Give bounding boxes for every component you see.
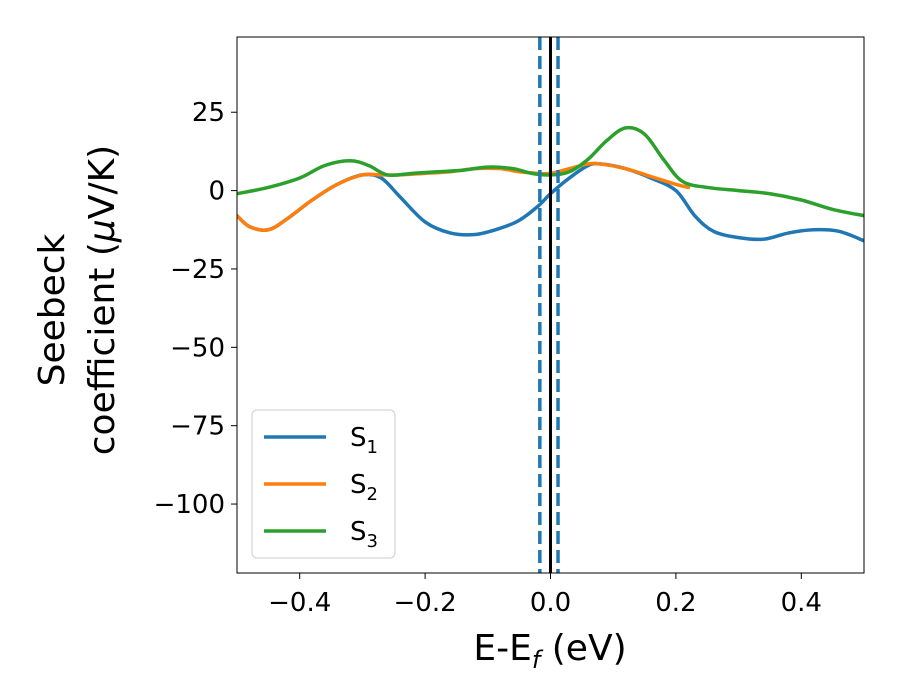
y-axis-label-line2: coefficient (μV/K) [82, 145, 123, 455]
y-tick-label: 0 [208, 177, 225, 207]
y-tick-label: −25 [170, 255, 225, 285]
x-axis-label: E-Ef (eV) [473, 628, 626, 674]
y-tick-label: −75 [170, 412, 225, 442]
reference-lines [538, 37, 560, 573]
y-tick-label: −100 [154, 490, 225, 520]
y-tick-label: 25 [192, 98, 225, 128]
y-axis-label-line1: Seebeck [32, 233, 73, 386]
x-tick-label: −0.4 [268, 588, 331, 618]
legend-label-s3: S3 [350, 517, 378, 552]
x-tick-label: 0.2 [655, 588, 696, 618]
legend-label-s1: S1 [350, 423, 378, 458]
legend-label-s2: S2 [350, 470, 378, 505]
x-tick-label: 0.0 [530, 588, 571, 618]
x-axis-ticks: −0.4 −0.2 0.0 0.2 0.4 [268, 573, 822, 618]
y-tick-label: −50 [170, 333, 225, 363]
y-axis-ticks: 25 0 −25 −50 −75 −100 [154, 98, 237, 520]
x-tick-label: −0.2 [394, 588, 457, 618]
x-tick-label: 0.4 [781, 588, 822, 618]
legend: S1 S2 S3 [251, 409, 396, 559]
